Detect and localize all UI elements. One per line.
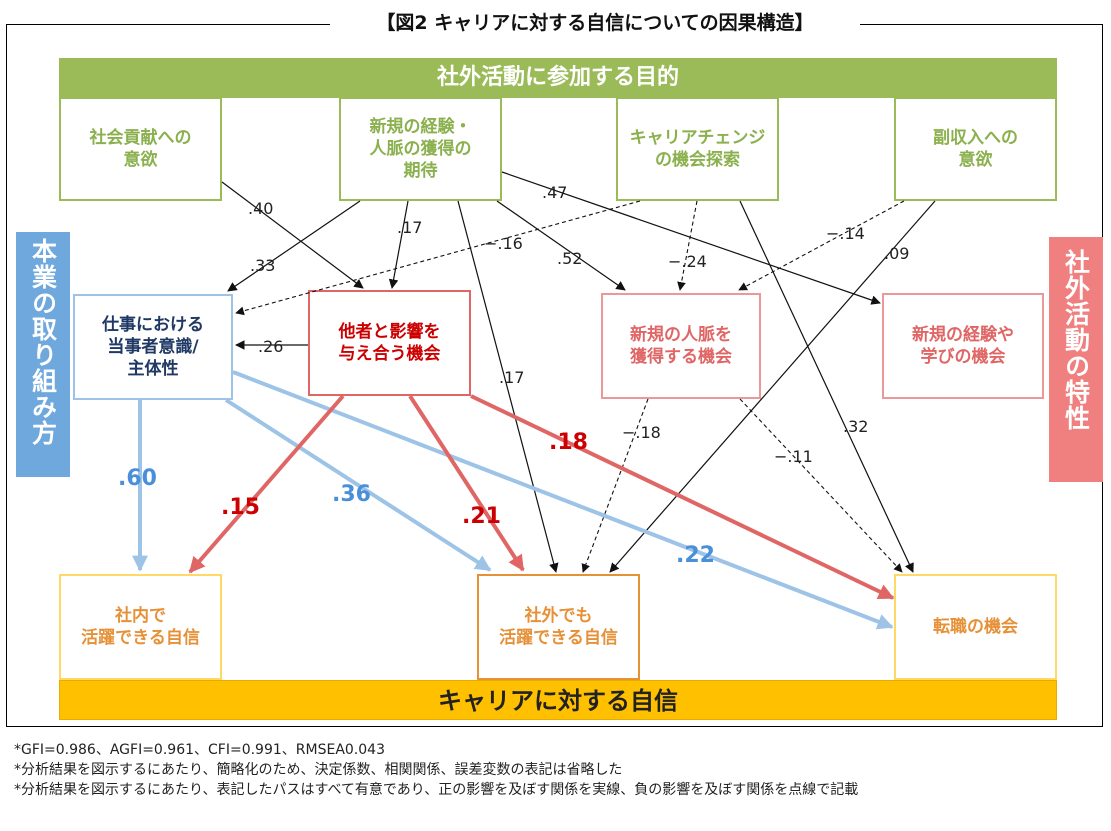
path-17a (388, 200, 409, 289)
coef-32: .32 (843, 417, 869, 436)
coef-33: .33 (250, 256, 276, 275)
right-side-label: 社外活動の特性 (1049, 237, 1103, 482)
figure-title: 【図2 キャリアに対する自信についての因果構造】 (330, 8, 860, 38)
coef-09: .09 (884, 244, 910, 263)
outcome-outside: 社外でも 活躍できる自信 (477, 574, 640, 680)
coef-m24: −.24 (668, 252, 707, 271)
coef-17a: .17 (397, 218, 423, 237)
path-18 (470, 394, 895, 600)
coef-26: .26 (258, 337, 284, 356)
purpose-new-experience: 新規の経験・ 人脈の獲得の 期待 (339, 97, 502, 201)
coef-17b: .17 (499, 368, 525, 387)
coef-m18: −.18 (622, 423, 661, 442)
mediator-influence: 他者と影響を 与え合う機会 (308, 290, 471, 396)
path-22 (232, 370, 894, 630)
coef-21: .21 (462, 504, 501, 529)
coef-m16: −.16 (484, 234, 523, 253)
path-36 (224, 398, 492, 572)
coef-40: .40 (248, 199, 274, 218)
footnote-line-style: *分析結果を図示するにあたり、表記したパスはすべて有意であり、正の影響を及ぼす関… (14, 782, 859, 798)
footnote-simplification: *分析結果を図示するにあたり、簡略化のため、決定係数、相関関係、誤差変数の表記は… (14, 762, 623, 778)
coef-36: .36 (332, 482, 371, 507)
coef-18: .18 (549, 430, 588, 455)
path-15 (188, 394, 345, 574)
path-33 (227, 200, 361, 292)
coef-47: .47 (542, 183, 568, 202)
path-m24 (677, 200, 698, 291)
mediator-learning: 新規の経験や 学びの機会 (882, 293, 1044, 399)
footnotes: *GFI=0.986、AGFI=0.961、CFI=0.991、RMSEA0.0… (14, 740, 858, 800)
path-17b (457, 200, 559, 573)
path-m18 (581, 398, 649, 573)
coef-60: .60 (118, 466, 157, 491)
purpose-banner-label: 社外活動に参加する目的 (436, 65, 679, 90)
path-09 (609, 200, 936, 573)
coef-m11: −.11 (774, 447, 813, 466)
path-40 (221, 181, 364, 289)
coef-15: .15 (221, 495, 260, 520)
path-32 (739, 200, 914, 573)
path-52 (496, 200, 626, 291)
mediator-network: 新規の人脈を 獲得する機会 (601, 293, 761, 399)
purpose-career-change: キャリアチェンジ の機会探索 (616, 97, 779, 201)
outcome-inside: 社内で 活躍できる自信 (59, 574, 222, 680)
footnote-fit: *GFI=0.986、AGFI=0.961、CFI=0.991、RMSEA0.0… (14, 742, 385, 758)
coef-22: .22 (676, 543, 715, 568)
path-m11 (739, 398, 903, 573)
path-47 (501, 171, 881, 305)
path-m14 (738, 200, 905, 291)
path-21 (408, 394, 525, 572)
outcome-banner: キャリアに対する自信 (59, 680, 1057, 720)
coef-52: .52 (557, 249, 583, 268)
outcome-banner-label: キャリアに対する自信 (438, 687, 678, 715)
left-side-label: 本業の取り組み方 (16, 232, 70, 477)
purpose-contribution: 社会貢献への 意欲 (59, 97, 222, 201)
outcome-job-change: 転職の機会 (894, 574, 1057, 680)
mediator-ownership: 仕事における 当事者意識/ 主体性 (73, 294, 233, 400)
coef-m14: −.14 (826, 224, 865, 243)
purpose-side-income: 副収入への 意欲 (894, 97, 1057, 201)
purpose-banner: 社外活動に参加する目的 (59, 58, 1057, 98)
